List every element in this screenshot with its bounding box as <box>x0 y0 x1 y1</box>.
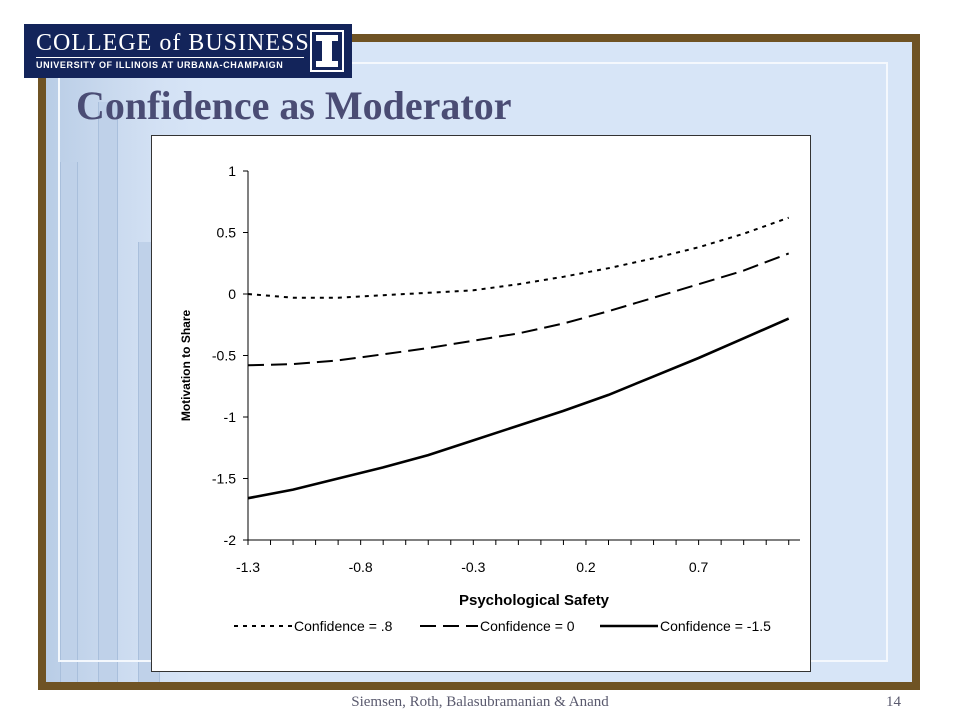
series-line-0 <box>247 216 790 299</box>
y-tick-label: -1 <box>224 409 237 425</box>
y-axis-title: Motivation to Share <box>179 310 193 422</box>
logo-line-2: UNIVERSITY OF ILLINOIS AT URBANA-CHAMPAI… <box>36 60 284 70</box>
logo-rule <box>36 57 304 58</box>
x-tick-label: 0.7 <box>689 559 709 575</box>
x-tick-label: 0.2 <box>576 559 596 575</box>
x-axis-title: Psychological Safety <box>459 592 610 609</box>
legend-label-1: Confidence = 0 <box>480 618 575 634</box>
legend-label-0: Confidence = .8 <box>294 618 393 634</box>
chart-container: 1 0.5 0 -0.5 -1 -1.5 -2 -1.3 -0.8 -0.3 0.2 0.7 Psych… <box>151 135 811 672</box>
series-line-1 <box>247 252 790 367</box>
y-tick-label: -0.5 <box>212 348 236 364</box>
x-tick-label: -0.8 <box>349 559 373 575</box>
x-tick-label: -1.3 <box>236 559 260 575</box>
y-tick-label: 0 <box>228 286 236 302</box>
y-tick-label: -2 <box>224 532 237 548</box>
x-tick-label: -0.3 <box>461 559 485 575</box>
y-tick-label: -1.5 <box>212 471 236 487</box>
college-logo: COLLEGE of BUSINESS UNIVERSITY OF ILLINO… <box>24 24 352 78</box>
series-line-2 <box>247 317 790 500</box>
line-chart: 1 0.5 0 -0.5 -1 -1.5 -2 -1.3 -0.8 -0.3 0.2 0.7 Psych… <box>179 163 800 634</box>
y-tick-label: 0.5 <box>217 225 237 241</box>
y-tick-label: 1 <box>228 163 236 179</box>
illinois-i-logo-icon <box>310 30 344 72</box>
logo-line-1: COLLEGE of BUSINESS <box>36 30 310 56</box>
slide-page-number: 14 <box>886 694 901 710</box>
slide-title: Confidence as Moderator <box>76 83 512 128</box>
slide-footer-authors: Siemsen, Roth, Balasubramanian & Anand <box>351 694 609 710</box>
legend-label-2: Confidence = -1.5 <box>660 618 771 634</box>
